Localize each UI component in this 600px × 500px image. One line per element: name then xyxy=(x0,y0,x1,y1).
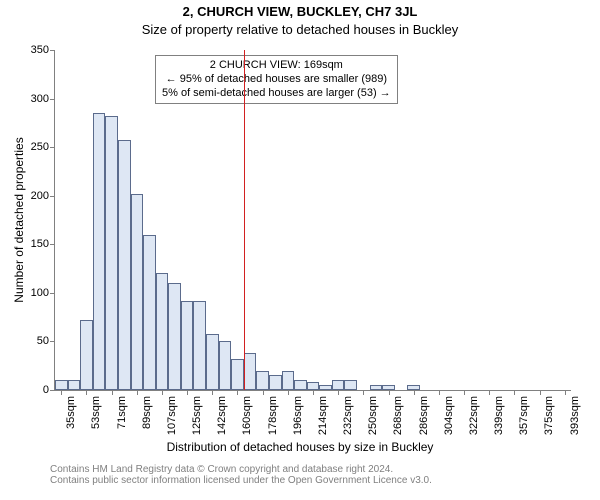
xtick-mark xyxy=(263,390,264,395)
histogram-bar xyxy=(219,341,232,390)
xtick-label: 125sqm xyxy=(191,396,203,435)
histogram-bar xyxy=(105,116,118,390)
histogram-bar xyxy=(118,140,131,390)
histogram-bar xyxy=(80,320,93,390)
histogram-bar xyxy=(319,385,332,390)
xtick-mark xyxy=(86,390,87,395)
xtick-label: 142sqm xyxy=(216,396,228,435)
ytick-mark xyxy=(50,244,55,245)
xtick-label: 178sqm xyxy=(267,396,279,435)
chart-title-address: 2, CHURCH VIEW, BUCKLEY, CH7 3JL xyxy=(0,4,600,19)
x-axis-label: Distribution of detached houses by size … xyxy=(0,440,600,454)
xtick-label: 89sqm xyxy=(141,396,153,429)
y-axis-label: Number of detached properties xyxy=(12,50,26,390)
footer-line1: Contains HM Land Registry data © Crown c… xyxy=(50,464,432,475)
xtick-mark xyxy=(112,390,113,395)
xtick-mark xyxy=(565,390,566,395)
histogram-bar xyxy=(256,371,269,390)
histogram-bar xyxy=(193,301,206,390)
histogram-bar xyxy=(181,301,194,390)
xtick-mark xyxy=(464,390,465,395)
xtick-label: 339sqm xyxy=(493,396,505,435)
xtick-mark xyxy=(439,390,440,395)
xtick-label: 196sqm xyxy=(292,396,304,435)
histogram-bar xyxy=(332,380,345,390)
histogram-bar xyxy=(307,382,320,390)
histogram-bar xyxy=(168,283,181,390)
xtick-label: 35sqm xyxy=(65,396,77,429)
xtick-mark xyxy=(162,390,163,395)
xtick-label: 71sqm xyxy=(116,396,128,429)
xtick-label: 160sqm xyxy=(241,396,253,435)
xtick-label: 322sqm xyxy=(468,396,480,435)
histogram-bar xyxy=(244,353,257,390)
histogram-bar xyxy=(68,380,81,390)
histogram-bar xyxy=(55,380,68,390)
footer-attribution: Contains HM Land Registry data © Crown c… xyxy=(50,464,432,486)
histogram-bar xyxy=(131,194,144,390)
histogram-bar xyxy=(282,371,295,390)
histogram-bar xyxy=(269,375,282,390)
xtick-label: 268sqm xyxy=(393,396,405,435)
annotation-box: 2 CHURCH VIEW: 169sqm ← 95% of detached … xyxy=(155,55,398,104)
xtick-mark xyxy=(514,390,515,395)
annotation-line2: ← 95% of detached houses are smaller (98… xyxy=(162,73,391,87)
xtick-mark xyxy=(212,390,213,395)
xtick-mark xyxy=(187,390,188,395)
histogram-bar xyxy=(143,235,156,390)
ytick-mark xyxy=(50,390,55,391)
ytick-mark xyxy=(50,99,55,100)
ytick-mark xyxy=(50,50,55,51)
xtick-label: 375sqm xyxy=(544,396,556,435)
histogram-bar xyxy=(294,380,307,390)
histogram-bar xyxy=(206,334,219,390)
footer-line2: Contains public sector information licen… xyxy=(50,475,432,486)
xtick-mark xyxy=(540,390,541,395)
property-size-marker-line xyxy=(244,50,245,390)
xtick-label: 250sqm xyxy=(367,396,379,435)
xtick-label: 53sqm xyxy=(90,396,102,429)
xtick-mark xyxy=(313,390,314,395)
annotation-line1: 2 CHURCH VIEW: 169sqm xyxy=(162,59,391,73)
xtick-mark xyxy=(338,390,339,395)
xtick-mark xyxy=(489,390,490,395)
xtick-mark xyxy=(414,390,415,395)
histogram-bar xyxy=(231,359,244,390)
xtick-mark xyxy=(363,390,364,395)
histogram-bar xyxy=(156,273,169,390)
xtick-label: 304sqm xyxy=(443,396,455,435)
ytick-mark xyxy=(50,341,55,342)
histogram-plot-area: 2 CHURCH VIEW: 169sqm ← 95% of detached … xyxy=(54,50,571,391)
xtick-label: 286sqm xyxy=(418,396,430,435)
chart-title-subtitle: Size of property relative to detached ho… xyxy=(0,22,600,37)
xtick-label: 232sqm xyxy=(342,396,354,435)
xtick-mark xyxy=(288,390,289,395)
xtick-label: 393sqm xyxy=(569,396,581,435)
xtick-label: 214sqm xyxy=(317,396,329,435)
xtick-mark xyxy=(137,390,138,395)
ytick-mark xyxy=(50,196,55,197)
xtick-mark xyxy=(389,390,390,395)
xtick-label: 107sqm xyxy=(166,396,178,435)
xtick-label: 357sqm xyxy=(518,396,530,435)
histogram-bar xyxy=(370,385,383,390)
histogram-bar xyxy=(344,380,357,390)
xtick-mark xyxy=(237,390,238,395)
annotation-line3: 5% of semi-detached houses are larger (5… xyxy=(162,87,391,101)
histogram-bar xyxy=(93,113,106,390)
ytick-mark xyxy=(50,147,55,148)
xtick-mark xyxy=(61,390,62,395)
ytick-mark xyxy=(50,293,55,294)
